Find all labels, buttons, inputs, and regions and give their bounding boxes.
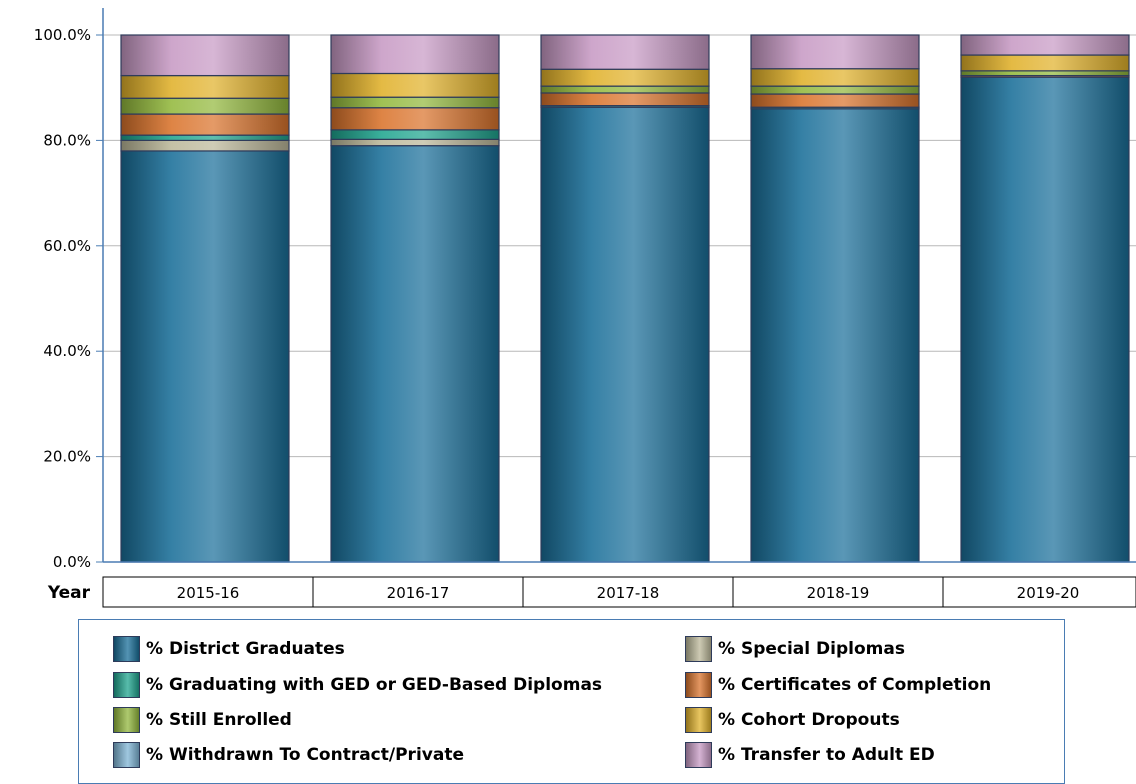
legend-swatch [685, 707, 712, 733]
bar-segment [960, 76, 1130, 563]
legend-swatch [685, 672, 712, 698]
bar-segment [540, 85, 710, 94]
legend-swatch [113, 707, 140, 733]
x-tick-label: 2015-16 [177, 584, 240, 602]
y-tick-label: 100.0% [34, 26, 91, 44]
legend-item: % Graduating with GED or GED-Based Diplo… [113, 671, 602, 699]
bar-segment [330, 34, 500, 75]
legend-swatch [685, 742, 712, 768]
bar-segment [540, 34, 710, 70]
bar-segment [120, 134, 290, 142]
y-tick-label: 60.0% [43, 237, 91, 255]
legend-label: % Still Enrolled [146, 710, 292, 730]
y-tick-label: 40.0% [43, 342, 91, 360]
legend-label: % Transfer to Adult ED [718, 745, 935, 765]
bar-segment [120, 113, 290, 136]
bar-segment [330, 145, 500, 563]
bar-segment [120, 34, 290, 77]
bar-segment [330, 138, 500, 147]
y-tick-label: 20.0% [43, 448, 91, 466]
bar-segment [120, 139, 290, 152]
year-row-box [102, 576, 1136, 608]
legend-item: % Certificates of Completion [685, 671, 991, 699]
bar-segment [540, 92, 710, 107]
x-tick-label: 2017-18 [597, 584, 660, 602]
legend-item: % District Graduates [113, 635, 345, 663]
legend-item: % Transfer to Adult ED [685, 741, 935, 769]
bar-segment [540, 106, 710, 563]
bar-segment [960, 70, 1130, 77]
bar-segment [330, 129, 500, 140]
legend: % District Graduates % Special Diplomas % … [78, 619, 1065, 784]
bar-segment [960, 34, 1130, 56]
bar-segment [120, 74, 290, 99]
legend-label: % Cohort Dropouts [718, 710, 900, 730]
legend-swatch [113, 742, 140, 768]
x-tick-label: 2016-17 [387, 584, 450, 602]
legend-swatch [685, 636, 712, 662]
bar-segment [120, 150, 290, 563]
legend-label: % Graduating with GED or GED-Based Diplo… [146, 675, 603, 695]
bar-segment [330, 96, 500, 109]
x-tick-label: 2019-20 [1017, 584, 1080, 602]
bar-segment [330, 107, 500, 131]
stacked-bar-chart: 0.0% 20.0% 40.0% 60.0% 80.0% 100.0% Year 2015-1… [34, 8, 1136, 608]
legend-swatch [113, 672, 140, 698]
legend-item: % Still Enrolled [113, 706, 292, 734]
legend-item: % Withdrawn To Contract/Private [113, 741, 464, 769]
legend-label: % Certificates of Completion [718, 675, 992, 695]
y-tick-label: 80.0% [43, 131, 91, 149]
bar-segment [750, 68, 920, 87]
legend-label: % District Graduates [146, 639, 345, 659]
bar-segment [750, 34, 920, 70]
bar-segment [120, 97, 290, 115]
bar-segment [960, 54, 1130, 72]
legend-swatch [113, 636, 140, 662]
bar-segment [330, 72, 500, 98]
axes: 0.0% 20.0% 40.0% 60.0% 80.0% 100.0% Year 2015-1… [34, 8, 1136, 608]
x-axis-title: Year [47, 583, 91, 603]
bar-segment [540, 68, 710, 87]
legend-label: % Withdrawn To Contract/Private [146, 745, 464, 765]
x-tick-label: 2018-19 [807, 584, 870, 602]
legend-label: % Special Diplomas [718, 639, 905, 659]
legend-item: % Cohort Dropouts [685, 706, 900, 734]
legend-item: % Special Diplomas [685, 635, 905, 663]
bar-segment [750, 93, 920, 108]
bar-segment [750, 108, 920, 563]
y-tick-label: 0.0% [53, 553, 91, 571]
bars [120, 34, 1130, 563]
bar-segment [750, 85, 920, 95]
